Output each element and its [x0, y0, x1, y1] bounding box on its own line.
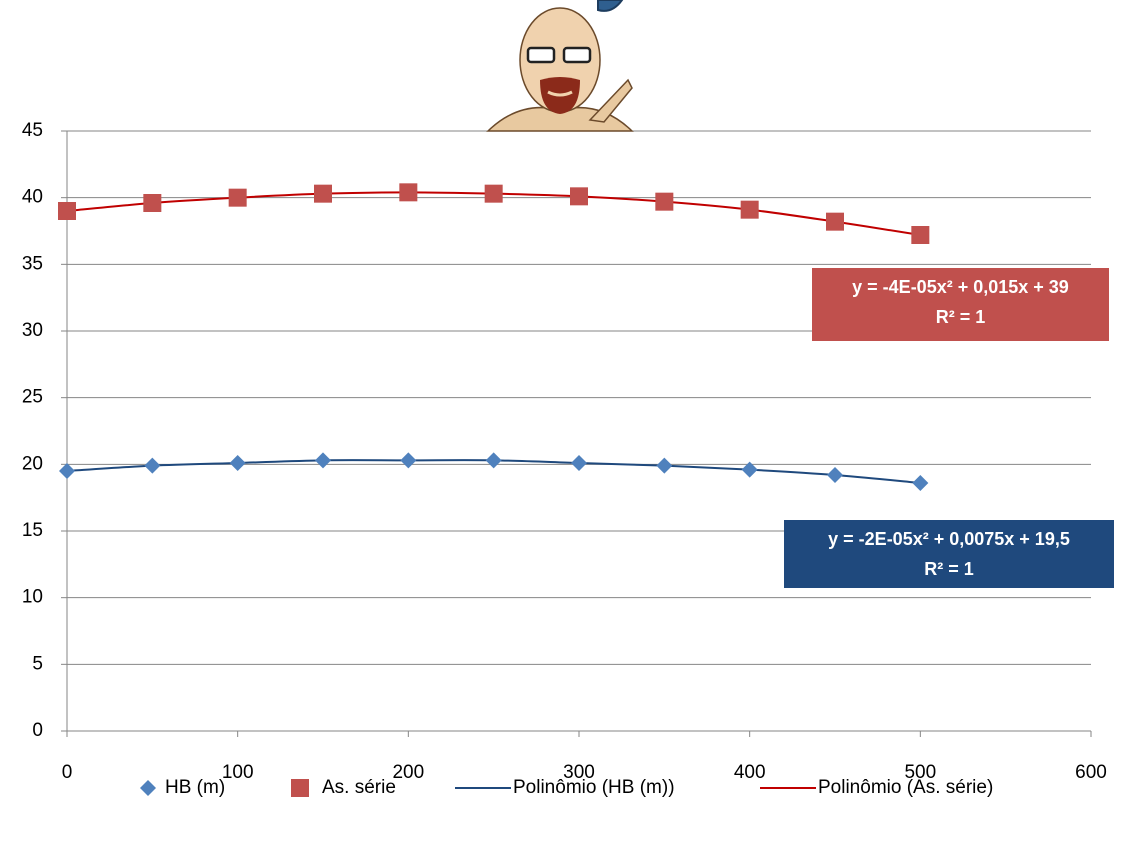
- legend-marker: [291, 779, 309, 797]
- y-tick-label: 10: [22, 587, 43, 608]
- data-point: [315, 452, 331, 468]
- equation-text: y = -2E-05x² + 0,0075x + 19,5: [828, 529, 1070, 549]
- data-point: [655, 193, 673, 211]
- legend-label: Polinômio (HB (m)): [513, 777, 675, 798]
- y-tick-label: 0: [32, 720, 43, 741]
- x-tick-label: 0: [62, 762, 73, 783]
- mascot: [488, 0, 632, 131]
- data-point: [144, 458, 160, 474]
- legend-marker: [140, 780, 156, 796]
- equation-text: R² = 1: [924, 559, 974, 579]
- y-tick-label: 40: [22, 187, 43, 208]
- data-point: [400, 452, 416, 468]
- data-point: [912, 475, 928, 491]
- data-point: [314, 185, 332, 203]
- x-tick-label: 100: [222, 762, 254, 783]
- data-point: [570, 187, 588, 205]
- legend-label: Polinômio (As. série): [818, 777, 993, 798]
- y-tick-label: 15: [22, 520, 43, 541]
- data-point: [485, 185, 503, 203]
- x-tick-label: 400: [734, 762, 766, 783]
- data-point: [59, 463, 75, 479]
- page: {"chart_data": {"type": "scatter", "x": …: [0, 0, 1124, 854]
- data-point: [230, 455, 246, 471]
- x-tick-label: 600: [1075, 762, 1107, 783]
- data-point: [656, 458, 672, 474]
- data-point: [58, 202, 76, 220]
- data-point: [399, 183, 417, 201]
- legend-label: As. série: [322, 777, 396, 798]
- data-point: [741, 201, 759, 219]
- data-point: [486, 452, 502, 468]
- equation-text: y = -4E-05x² + 0,015x + 39: [852, 277, 1069, 297]
- chart: 0510152025303540450100200300400500600 y …: [0, 0, 1124, 854]
- y-tick-label: 5: [32, 653, 43, 674]
- y-tick-label: 20: [22, 453, 43, 474]
- legend-label: HB (m): [165, 777, 225, 798]
- y-tick-label: 30: [22, 320, 43, 341]
- data-point: [827, 467, 843, 483]
- equation-text: R² = 1: [936, 307, 986, 327]
- data-point: [826, 213, 844, 231]
- data-point: [229, 189, 247, 207]
- y-tick-label: 45: [22, 120, 43, 141]
- data-point: [143, 194, 161, 212]
- y-tick-label: 25: [22, 387, 43, 408]
- data-point: [911, 226, 929, 244]
- y-tick-label: 35: [22, 253, 43, 274]
- x-tick-label: 200: [392, 762, 424, 783]
- data-point: [571, 455, 587, 471]
